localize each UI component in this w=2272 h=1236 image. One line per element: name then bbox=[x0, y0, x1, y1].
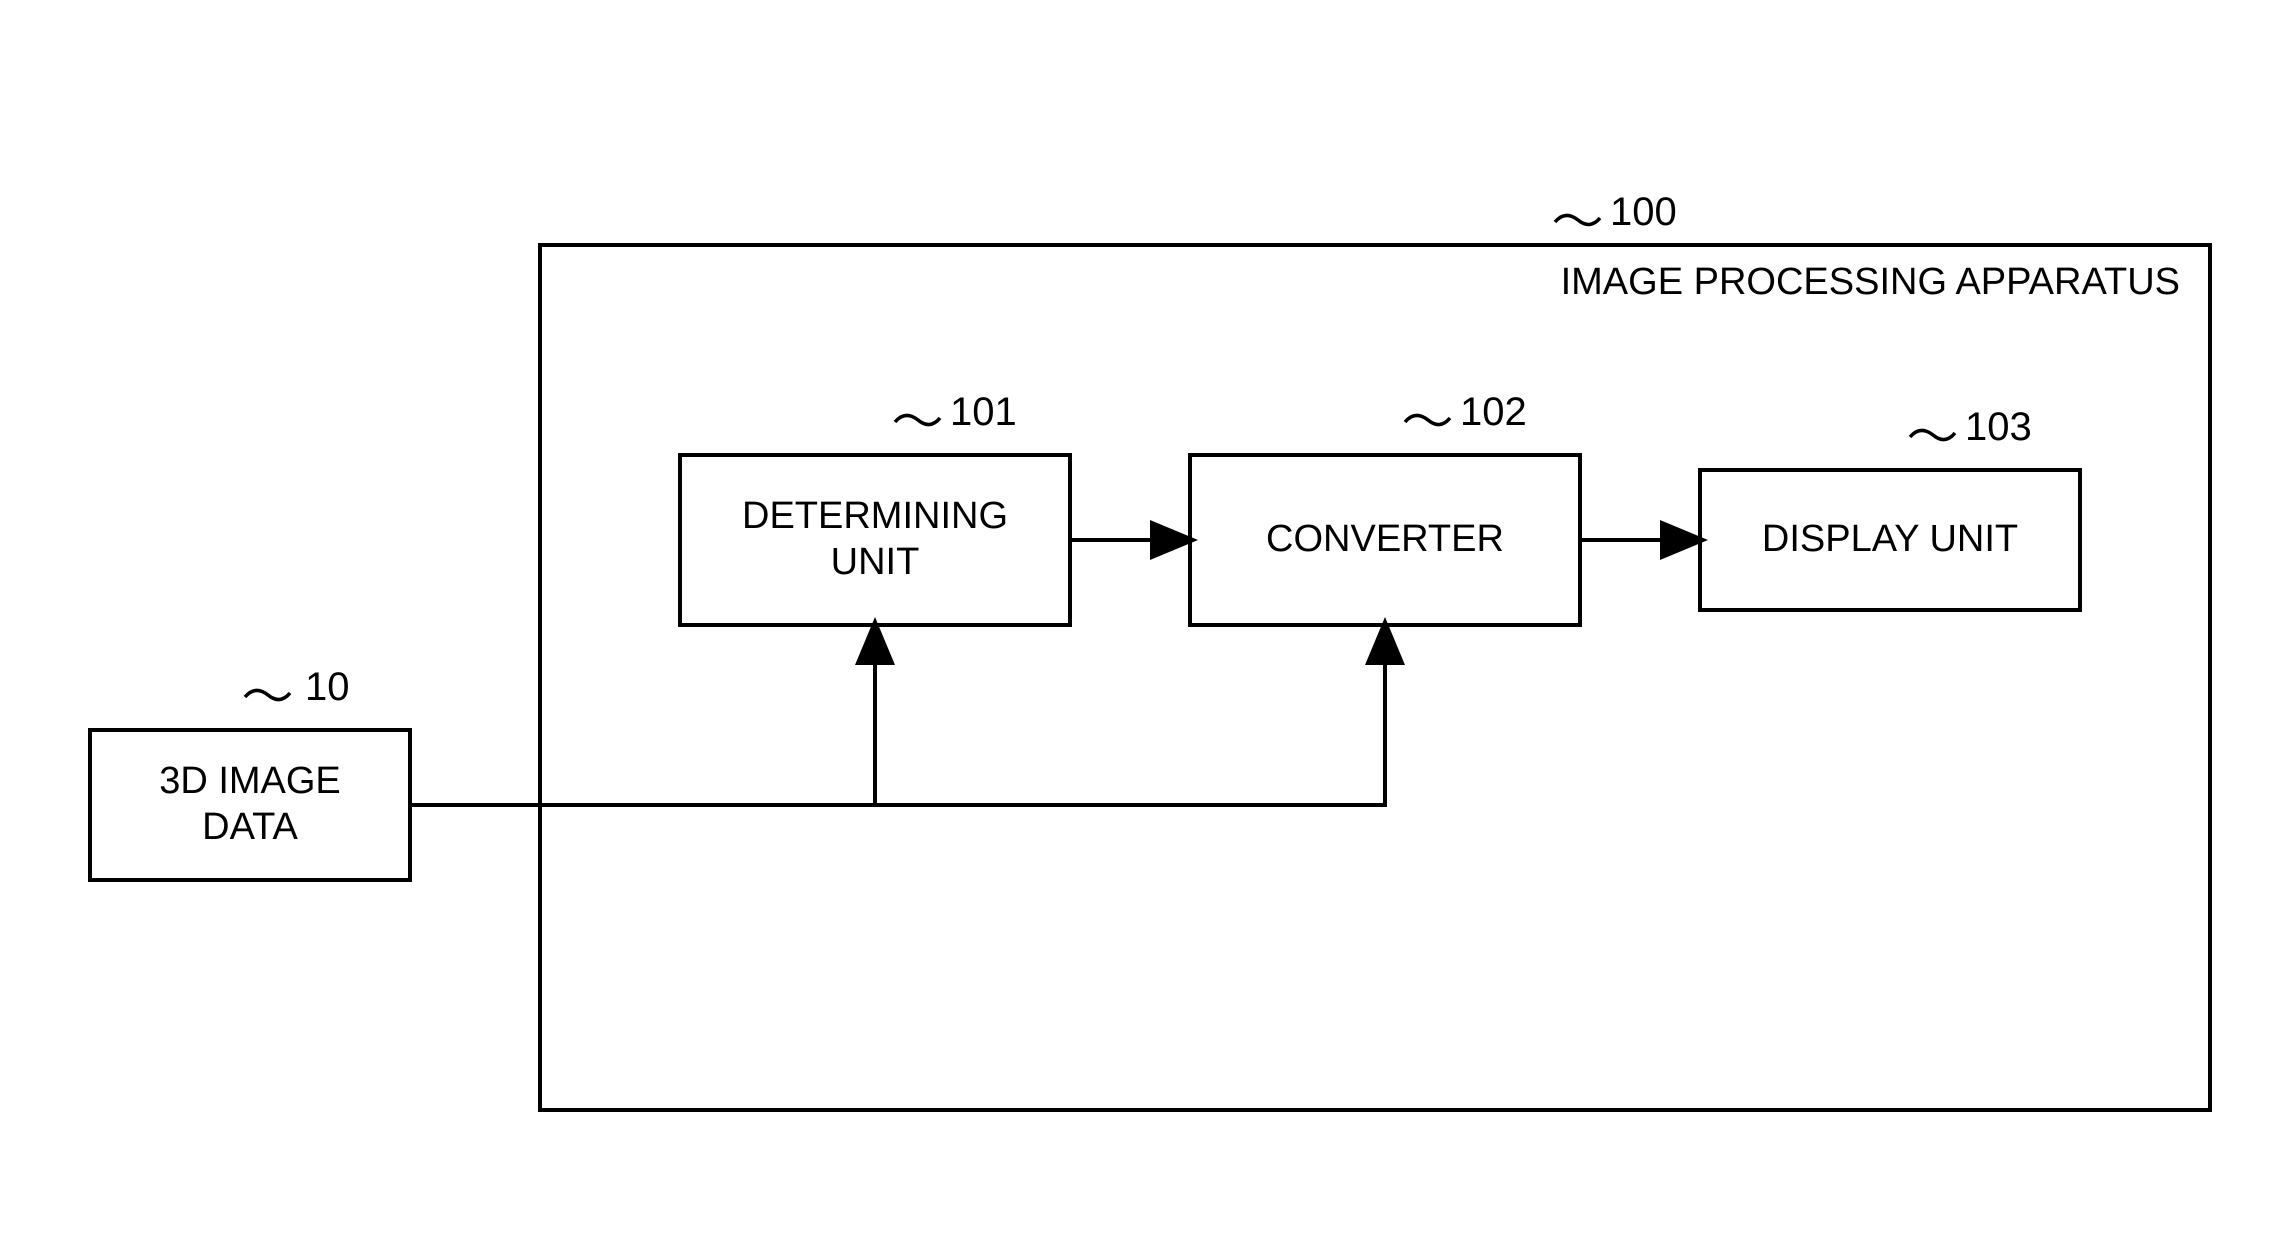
ref-number-determining_unit: 101 bbox=[950, 390, 1017, 434]
node-converter: CONVERTER bbox=[1190, 455, 1580, 625]
ref-number-container: 100 bbox=[1610, 190, 1677, 234]
node-determining_unit: DETERMININGUNIT bbox=[680, 455, 1070, 625]
block-diagram: 100 10 101 102 103 IMAGE PROCESSING APPARATU… bbox=[0, 0, 2272, 1236]
container-title: IMAGE PROCESSING APPARATUS bbox=[540, 260, 2180, 306]
diagram-svg: 100 10 101 102 103 bbox=[0, 0, 2272, 1236]
node-display_unit: DISPLAY UNIT bbox=[1700, 470, 2080, 610]
ref-number-data_source: 10 bbox=[305, 665, 350, 709]
node-data_source: 3D IMAGEDATA bbox=[90, 730, 410, 880]
ref-number-display_unit: 103 bbox=[1965, 405, 2032, 449]
ref-number-converter: 102 bbox=[1460, 390, 1527, 434]
